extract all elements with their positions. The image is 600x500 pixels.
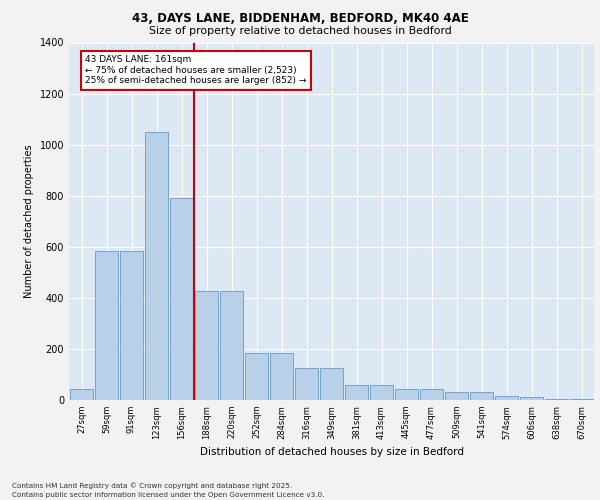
Bar (95, 250, 118, 400)
Bar (470, 392, 493, 400)
Bar (120, 250, 143, 400)
Bar (395, 388, 418, 400)
Text: Contains HM Land Registry data © Crown copyright and database right 2025.: Contains HM Land Registry data © Crown c… (12, 482, 292, 489)
Bar (220, 292, 243, 400)
Bar (295, 368, 318, 400)
Bar (545, 398, 568, 400)
Text: Size of property relative to detached houses in Bedford: Size of property relative to detached ho… (149, 26, 451, 36)
Bar (270, 353, 293, 400)
Text: Contains public sector information licensed under the Open Government Licence v3: Contains public sector information licen… (12, 492, 325, 498)
Bar (195, 292, 218, 400)
Text: 43 DAYS LANE: 161sqm
← 75% of detached houses are smaller (2,523)
25% of semi-de: 43 DAYS LANE: 161sqm ← 75% of detached h… (85, 56, 307, 85)
Bar (445, 392, 468, 400)
Bar (245, 353, 268, 400)
Bar (570, 398, 593, 400)
Bar (145, 132, 168, 400)
Bar (370, 384, 393, 400)
X-axis label: Distribution of detached houses by size in Bedford: Distribution of detached houses by size … (199, 447, 464, 457)
Bar (70, 388, 93, 400)
Text: 43, DAYS LANE, BIDDENHAM, BEDFORD, MK40 4AE: 43, DAYS LANE, BIDDENHAM, BEDFORD, MK40 … (131, 12, 469, 26)
Y-axis label: Number of detached properties: Number of detached properties (24, 144, 34, 298)
Bar (320, 368, 343, 400)
Bar (420, 388, 443, 400)
Bar (495, 396, 518, 400)
Bar (520, 398, 543, 400)
Bar (170, 198, 193, 400)
Bar (345, 384, 368, 400)
